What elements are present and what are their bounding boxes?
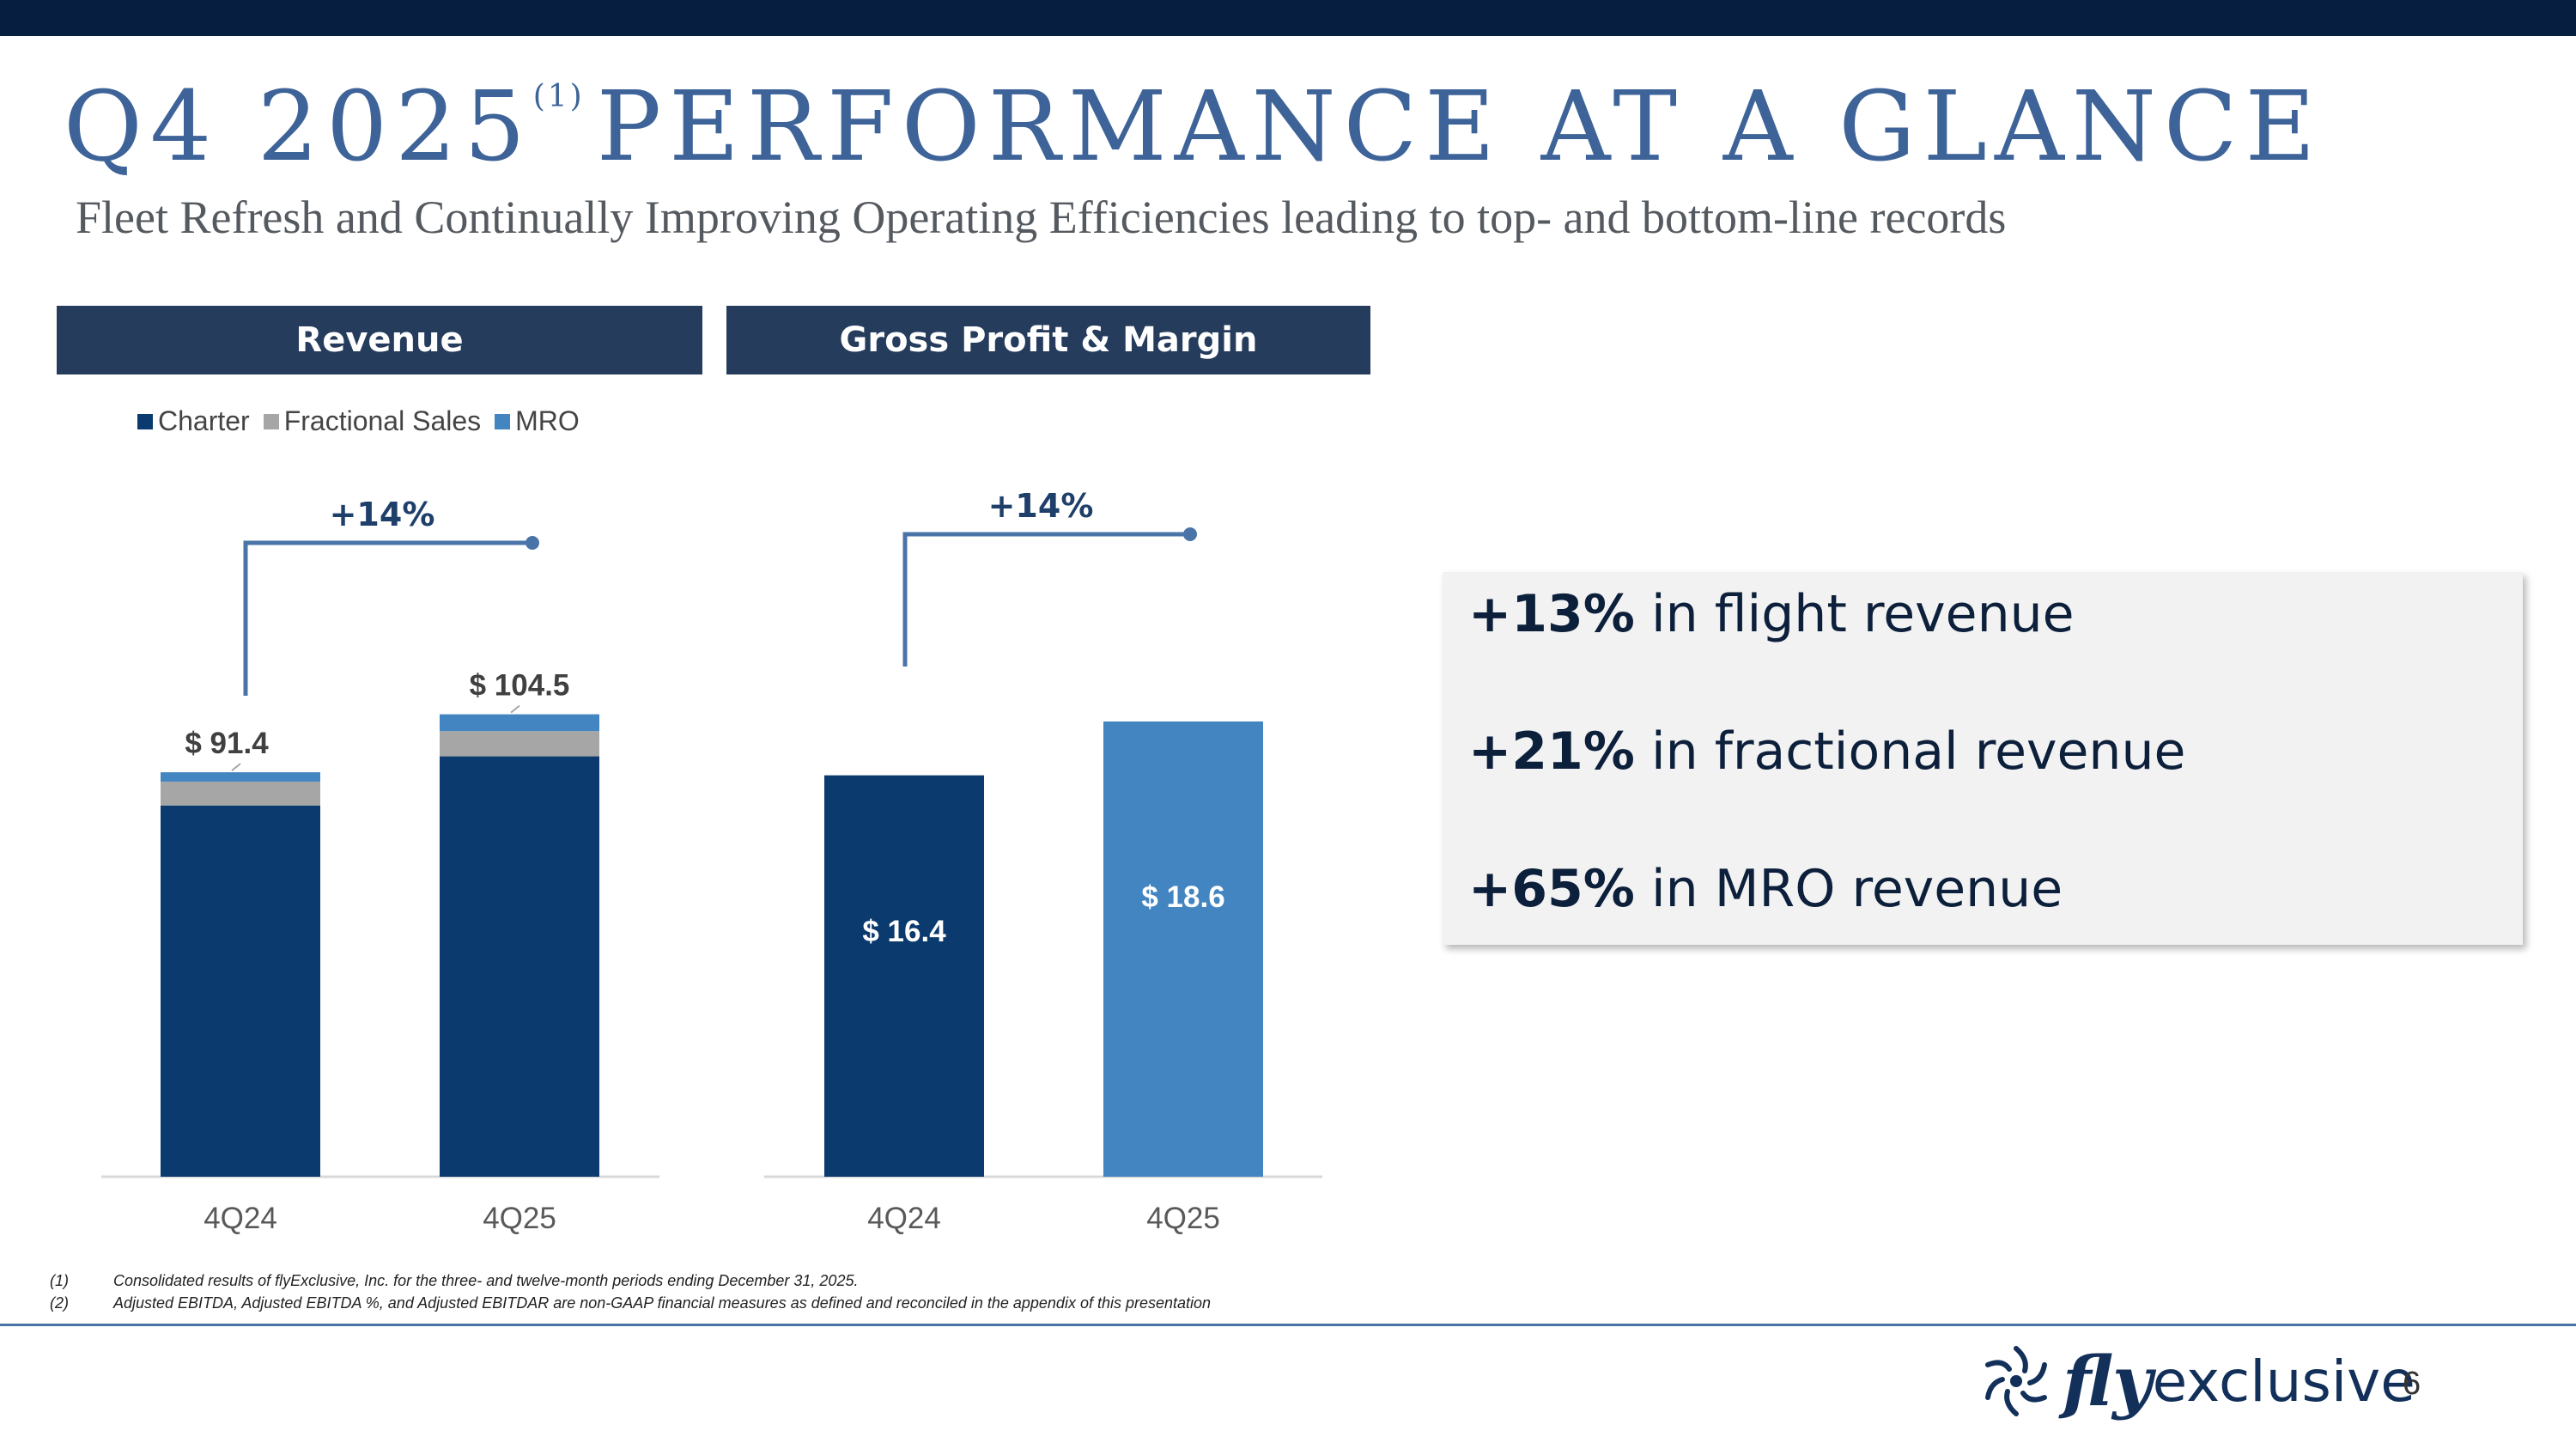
highlight-fractional: +21% in fractional revenue [1468, 721, 2185, 782]
gross-profit-value-label-4q24: $ 16.4 [862, 915, 946, 948]
footnote-1-number: (1) [50, 1272, 69, 1289]
revenue-x-tick-4q25: 4Q25 [483, 1202, 556, 1235]
footnote-2-number: (2) [50, 1294, 69, 1312]
page-subtitle: Fleet Refresh and Continually Improving … [76, 192, 2007, 243]
page-number: 6 [2403, 1366, 2421, 1402]
legend-swatch-mro [495, 413, 511, 429]
revenue-total-label-4q25: $ 104.5 [470, 669, 570, 703]
title-suffix: PERFORMANCE AT A GLANCE [596, 71, 2324, 183]
footnote-1: (1) Consolidated results of flyExclusive,… [50, 1269, 1211, 1292]
legend-swatch-fractional [263, 413, 279, 429]
highlight-mro-pct: +65% [1468, 859, 1635, 919]
footnote-1-text: Consolidated results of flyExclusive, In… [113, 1272, 859, 1289]
highlight-flight-pct: +13% [1468, 584, 1635, 644]
gross-profit-growth-connector-dot [1183, 527, 1197, 541]
top-bar [0, 0, 2576, 36]
chart-legend: Charter Fractional Sales MRO [137, 405, 593, 437]
revenue-bar-4q25-charter [440, 756, 599, 1177]
gross-profit-bar-4q25 [1103, 721, 1263, 1177]
turbine-icon [1985, 1346, 2047, 1416]
gross-profit-x-tick-4q25: 4Q25 [1146, 1202, 1220, 1235]
gross-profit-header: Gross Profit & Margin [726, 306, 1370, 374]
legend-item-charter: Charter [137, 405, 250, 437]
revenue-bar-4q25-mro [440, 714, 599, 732]
page-title: Q4 2025(1) PERFORMANCE AT A GLANCE [64, 79, 2323, 175]
revenue-label-leader-4q25 [510, 704, 520, 714]
footnote-2-text: Adjusted EBITDA, Adjusted EBITDA %, and … [113, 1294, 1212, 1312]
title-prefix: Q4 2025 [64, 71, 533, 183]
charts-svg: $ 91.4 4Q24 $ 104.5 4Q25 +14% $ 16.4 4Q24 $ 18.… [101, 487, 1322, 1235]
legend-label-charter: Charter [158, 405, 250, 436]
gross-profit-growth-label: +14% [988, 487, 1094, 525]
legend-swatch-charter [137, 413, 153, 429]
title-footnote-marker: (1) [532, 79, 585, 114]
revenue-bar-4q24-charter [161, 805, 320, 1177]
gross-profit-x-tick-4q24: 4Q24 [867, 1202, 941, 1235]
revenue-growth-connector [243, 540, 532, 696]
highlight-fractional-text: in fractional revenue [1650, 721, 2186, 782]
highlight-mro: +65% in MRO revenue [1468, 859, 2063, 919]
footnote-2: (2) Adjusted EBITDA, Adjusted EBITDA %, a… [50, 1292, 1211, 1314]
revenue-total-label-4q24: $ 91.4 [185, 727, 269, 760]
highlight-flight: +13% in flight revenue [1468, 584, 2075, 644]
legend-label-fractional: Fractional Sales [283, 405, 482, 436]
legend-item-fractional: Fractional Sales [263, 405, 482, 437]
revenue-bar-4q24-fractional-sales [161, 781, 320, 806]
revenue-growth-connector-dot [526, 536, 539, 550]
gross-profit-value-label-4q25: $ 18.6 [1141, 880, 1224, 914]
gross-profit-bar-4q24 [824, 775, 984, 1177]
revenue-bar-4q25-fractional-sales [440, 731, 599, 757]
legend-item-mro: MRO [495, 405, 580, 437]
footnotes: (1) Consolidated results of flyExclusive,… [50, 1269, 1211, 1314]
highlights-box: +13% in flight revenue +21% in fractiona… [1443, 572, 2523, 945]
logo-exclusive: exclusive [2152, 1348, 2415, 1415]
legend-label-mro: MRO [515, 405, 580, 436]
revenue-x-tick-4q24: 4Q24 [204, 1202, 277, 1235]
gross-profit-growth-connector [902, 532, 1190, 667]
logo-fly: fly [2063, 1341, 2153, 1422]
revenue-growth-label: +14% [330, 496, 435, 533]
revenue-label-leader-4q24 [231, 763, 241, 771]
highlight-mro-text: in MRO revenue [1650, 859, 2063, 919]
revenue-header: Revenue [57, 306, 702, 374]
revenue-bar-4q24-mro [161, 772, 320, 782]
highlight-flight-text: in flight revenue [1650, 584, 2075, 644]
footer-divider [0, 1324, 2576, 1326]
highlight-fractional-pct: +21% [1468, 721, 1635, 782]
flyexclusive-logo: fly exclusive [1975, 1340, 2415, 1422]
